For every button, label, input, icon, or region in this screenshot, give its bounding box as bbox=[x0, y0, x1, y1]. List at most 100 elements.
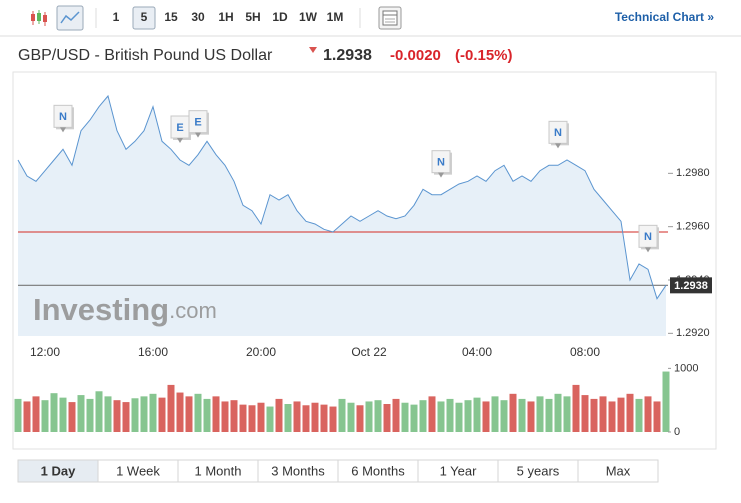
volume-bar bbox=[572, 384, 580, 432]
event-marker[interactable]: E bbox=[188, 110, 209, 138]
volume-bar bbox=[401, 402, 409, 432]
range-tab[interactable]: 1 Year bbox=[440, 463, 478, 478]
volume-bar bbox=[410, 404, 418, 432]
volume-bar bbox=[644, 396, 652, 432]
event-marker[interactable]: N bbox=[431, 150, 452, 178]
range-tab[interactable]: 1 Week bbox=[116, 463, 160, 478]
price-badge-label: 1.2938 bbox=[674, 280, 708, 292]
volume-bar bbox=[23, 401, 31, 432]
interval-button[interactable]: 5 bbox=[141, 10, 148, 24]
volume-bar bbox=[68, 402, 76, 432]
event-pointer bbox=[645, 247, 651, 253]
interval-button[interactable]: 5H bbox=[245, 10, 260, 24]
volume-bar bbox=[41, 400, 49, 432]
volume-bar bbox=[437, 401, 445, 432]
volume-bar bbox=[131, 398, 139, 432]
volume-bar bbox=[599, 396, 607, 432]
event-pointer bbox=[177, 138, 183, 143]
range-tab[interactable]: 6 Months bbox=[351, 463, 405, 478]
interval-button[interactable]: 1H bbox=[218, 10, 233, 24]
event-pointer bbox=[555, 143, 561, 149]
volume-bar bbox=[248, 405, 256, 432]
volume-bar bbox=[626, 393, 634, 432]
technical-chart-link[interactable]: Technical Chart » bbox=[615, 10, 714, 24]
range-tab-bg[interactable] bbox=[577, 459, 659, 483]
volume-bar bbox=[527, 401, 535, 432]
range-tab[interactable]: 1 Month bbox=[195, 463, 242, 478]
volume-bar bbox=[86, 398, 94, 432]
volume-bar bbox=[500, 400, 508, 432]
volume-bar bbox=[374, 400, 382, 432]
event-marker[interactable]: N bbox=[53, 104, 74, 133]
volume-bar bbox=[563, 396, 571, 432]
volume-bar bbox=[419, 400, 427, 432]
volume-bar bbox=[356, 405, 364, 432]
volume-bar bbox=[32, 396, 40, 432]
volume-bar bbox=[491, 396, 499, 432]
volume-bar bbox=[554, 393, 562, 432]
y-tick-label: 0 bbox=[674, 426, 680, 438]
event-pointer bbox=[195, 132, 201, 138]
volume-bar bbox=[293, 401, 301, 432]
volume-bar bbox=[95, 391, 103, 432]
volume-bar bbox=[383, 404, 391, 432]
range-tab[interactable]: 5 years bbox=[517, 463, 560, 478]
volume-bar bbox=[464, 400, 472, 432]
volume-bar bbox=[167, 384, 175, 432]
price-change: -0.0020 bbox=[390, 47, 441, 64]
x-tick-label: Oct 22 bbox=[351, 345, 387, 359]
volume-bar bbox=[203, 398, 211, 432]
chart-frame bbox=[12, 71, 717, 450]
volume-bar bbox=[212, 396, 220, 432]
event-marker[interactable]: N bbox=[638, 224, 659, 253]
volume-bar bbox=[176, 392, 184, 432]
volume-bar bbox=[221, 401, 229, 432]
x-tick-label: 16:00 bbox=[138, 345, 168, 359]
volume-bar bbox=[320, 404, 328, 432]
interval-button[interactable]: 1M bbox=[327, 10, 344, 24]
y-tick-label: 1.2980 bbox=[676, 167, 710, 179]
interval-active-bg bbox=[132, 6, 156, 30]
event-label: N bbox=[59, 111, 67, 123]
volume-bar bbox=[104, 396, 112, 432]
price-area bbox=[18, 96, 666, 336]
volume-bar bbox=[428, 396, 436, 432]
volume-bar bbox=[329, 406, 337, 432]
volume-bar bbox=[140, 396, 148, 432]
volume-bar bbox=[50, 393, 58, 432]
interval-button[interactable]: 15 bbox=[164, 10, 178, 24]
interval-button[interactable]: 1W bbox=[299, 10, 318, 24]
down-arrow bbox=[309, 47, 317, 53]
interval-button[interactable]: 30 bbox=[191, 10, 205, 24]
candle-icon[interactable] bbox=[31, 10, 47, 26]
last-price: 1.2938 bbox=[323, 47, 372, 64]
event-label: N bbox=[554, 127, 562, 139]
calendar-icon[interactable] bbox=[378, 6, 402, 30]
y-tick-label: 1.2960 bbox=[676, 221, 710, 233]
volume-bar bbox=[392, 398, 400, 432]
event-label: N bbox=[437, 157, 445, 169]
event-marker[interactable]: N bbox=[548, 120, 569, 149]
interval-button[interactable]: 1 bbox=[113, 10, 120, 24]
price-badge bbox=[670, 277, 712, 294]
line-icon[interactable] bbox=[56, 5, 84, 31]
volume-bar bbox=[311, 402, 319, 432]
range-tab[interactable]: Max bbox=[606, 463, 631, 478]
volume-bar bbox=[455, 402, 463, 432]
interval-button[interactable]: 1D bbox=[272, 10, 288, 24]
watermark-domain: .com bbox=[169, 298, 217, 323]
volume-bar bbox=[149, 393, 157, 432]
volume-bar bbox=[617, 397, 625, 432]
event-label: E bbox=[194, 117, 201, 129]
volume-bar bbox=[653, 401, 661, 432]
volume-bar bbox=[122, 402, 130, 432]
volume-bar bbox=[302, 405, 310, 432]
range-tab[interactable]: 1 Day bbox=[41, 463, 76, 478]
range-tab[interactable]: 3 Months bbox=[271, 463, 325, 478]
volume-bar bbox=[266, 406, 274, 432]
volume-bar bbox=[545, 398, 553, 432]
event-marker[interactable]: E bbox=[170, 115, 191, 143]
volume-bar bbox=[14, 398, 22, 432]
volume-bar bbox=[608, 401, 616, 432]
event-label: N bbox=[644, 231, 652, 243]
